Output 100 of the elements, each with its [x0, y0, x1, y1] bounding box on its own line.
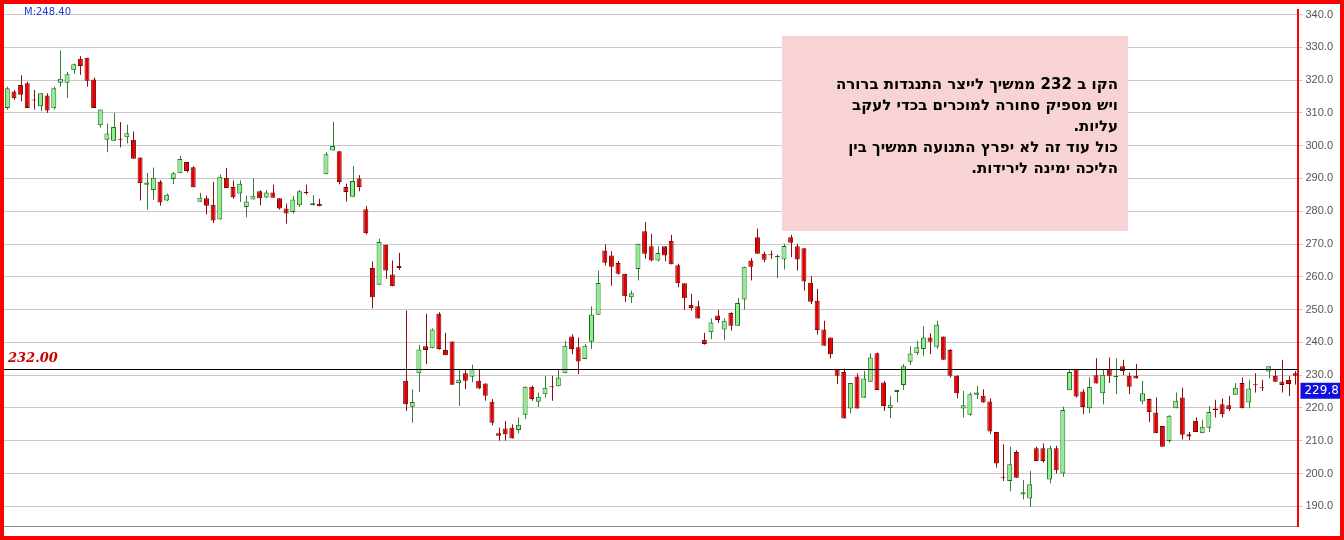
candlestick: [1139, 380, 1145, 405]
y-tick-label: 220.0: [1305, 401, 1333, 413]
note-box: הקו ב 232 ממשיך לייצר התנגדות ברורה ויש מספיק סחורה למוכרים בכדי לעקב עליות. כול עוד זה לא יפרץ התנועה תמשיך בין הליכה ימינה לירידות.: [782, 36, 1128, 231]
candlestick: [1080, 388, 1086, 415]
candlestick: [409, 388, 415, 424]
candlestick: [243, 195, 249, 218]
candlestick: [1166, 414, 1172, 444]
candlestick: [602, 243, 608, 266]
y-tick-label: 270.0: [1305, 237, 1333, 250]
candlestick: [668, 234, 674, 265]
candlestick: [57, 50, 63, 88]
candlestick: [1040, 442, 1046, 464]
candlestick: [237, 179, 243, 203]
candlestick: [144, 172, 150, 211]
candlestick: [1153, 396, 1159, 434]
y-tick-label: 210.0: [1305, 433, 1333, 446]
candlestick: [423, 313, 429, 365]
candlestick: [821, 320, 827, 347]
candlestick: [642, 221, 648, 260]
y-tick-label: 250.0: [1305, 302, 1333, 315]
candlestick: [64, 71, 70, 99]
candlestick: [907, 345, 913, 366]
annotation: M:248.40: [24, 6, 71, 17]
candlestick: [569, 333, 575, 355]
candlestick: [575, 336, 581, 375]
candlestick: [754, 228, 760, 255]
candlestick: [788, 234, 794, 258]
candlestick: [721, 317, 727, 341]
candlestick: [608, 250, 614, 287]
y-tick-label: 200.0: [1305, 466, 1333, 479]
candlestick: [901, 363, 906, 391]
y-tick-label: 230.0: [1305, 368, 1333, 381]
candlestick: [735, 297, 741, 327]
candlestick: [104, 123, 110, 153]
candlestick: [124, 124, 130, 144]
candlestick: [18, 74, 24, 102]
candlestick: [947, 348, 953, 378]
y-tick-label: 280.0: [1305, 204, 1333, 217]
candlestick: [1106, 356, 1112, 384]
y-tick-label: 330.0: [1305, 40, 1333, 53]
y-tick-label: 320.0: [1305, 73, 1333, 86]
candlestick: [1100, 369, 1106, 405]
candlestick: [283, 203, 289, 225]
y-tick-label: 190.0: [1305, 499, 1333, 512]
candlestick: [4, 86, 10, 111]
candlestick: [675, 263, 681, 288]
candlestick: [1286, 375, 1292, 397]
candlestick: [861, 370, 867, 399]
candlestick: [77, 55, 83, 76]
candlestick: [51, 86, 57, 111]
candlestick: [462, 368, 468, 390]
candlestick: [130, 131, 136, 160]
candlestick: [150, 167, 156, 201]
candlestick: [920, 325, 926, 357]
candlestick: [681, 282, 687, 311]
candlestick: [927, 332, 933, 355]
candlestick: [403, 310, 409, 412]
candlestick: [1013, 449, 1019, 479]
candlestick: [1053, 445, 1059, 475]
candlestick: [44, 92, 50, 114]
candlestick: [847, 382, 853, 414]
candlestick: [622, 273, 628, 303]
candlestick: [383, 244, 389, 280]
candlestick: [363, 205, 369, 236]
candlestick: [960, 390, 966, 418]
candlestick: [24, 81, 30, 109]
candlestick: [223, 167, 229, 189]
y-tick-label: 260.0: [1305, 269, 1333, 282]
candlestick: [389, 259, 395, 287]
candlestick: [137, 156, 143, 201]
y-tick-label: 310.0: [1305, 105, 1333, 118]
candlestick: [748, 257, 754, 281]
candlestick: [867, 352, 873, 383]
candlestick: [1279, 359, 1285, 394]
candlestick: [416, 344, 422, 393]
candlestick: [1086, 376, 1092, 414]
candlestick: [1219, 397, 1225, 418]
candlestick: [794, 243, 800, 272]
candlestick: [203, 195, 209, 216]
candlestick: [210, 181, 216, 224]
text: 229.8: [1304, 382, 1339, 397]
candlestick: [1246, 379, 1252, 409]
candlestick: [350, 165, 355, 198]
candlestick: [728, 311, 734, 332]
candlestick: [330, 121, 336, 152]
candlestick: [1206, 405, 1212, 433]
candlestick: [1020, 479, 1026, 500]
candlestick: [1027, 470, 1033, 508]
candlestick: [635, 243, 641, 281]
y-tick-label: 240.0: [1305, 335, 1333, 348]
candlestick: [708, 317, 714, 340]
y-tick-label: 300.0: [1305, 138, 1333, 151]
candlestick: [489, 398, 495, 426]
y-tick-label: 340.0: [1305, 7, 1333, 20]
candlestick: [967, 392, 973, 417]
candlestick: [230, 179, 236, 200]
candlestick: [808, 275, 814, 305]
candlestick: [934, 320, 940, 350]
candlestick: [954, 374, 960, 399]
y-tick-label: 290.0: [1305, 171, 1333, 184]
